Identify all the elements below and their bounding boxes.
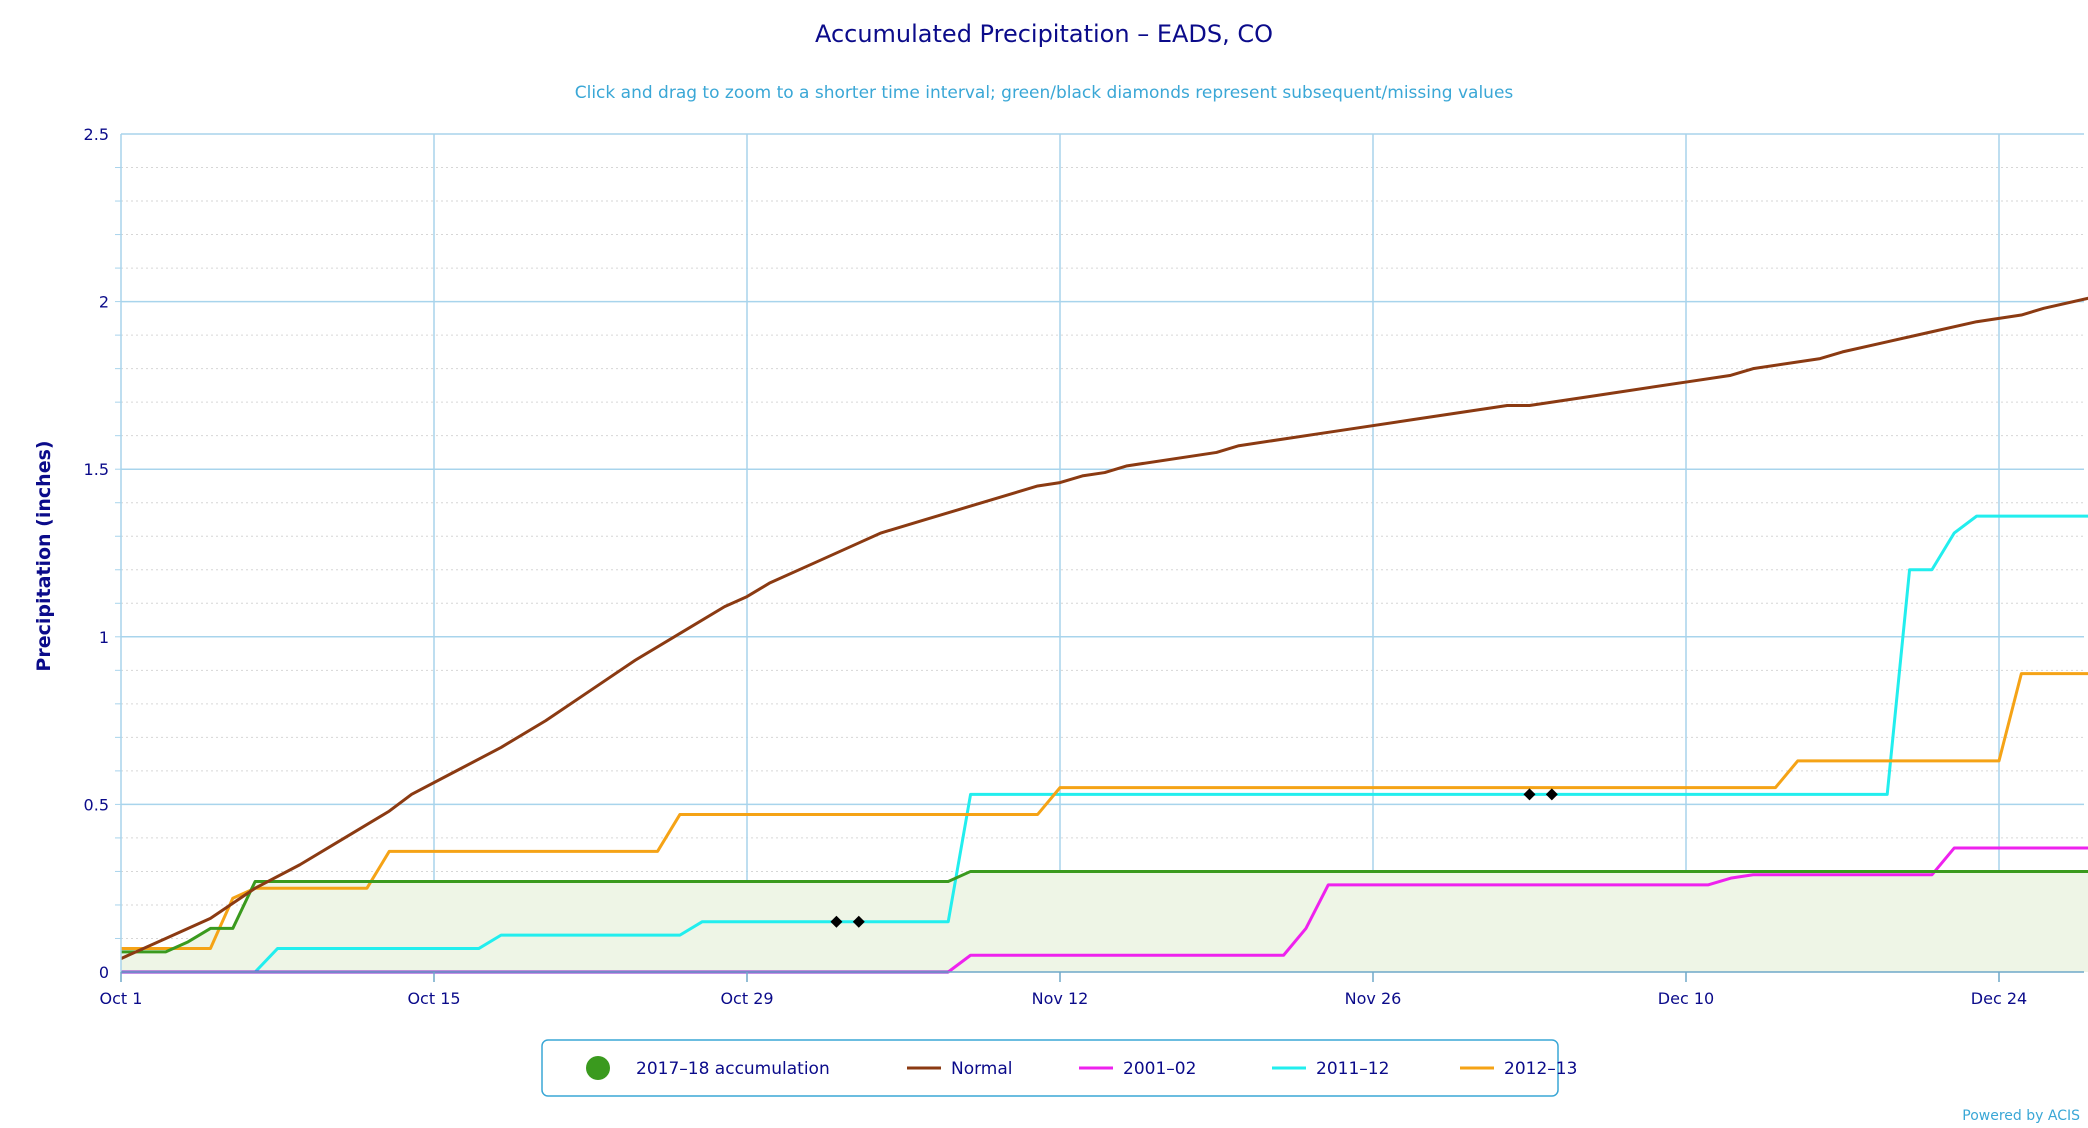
y-tick-label: 2.5 [84,125,109,144]
accumulation-area-fill [121,871,2088,972]
x-tick-label: Dec 24 [1971,989,2027,1008]
legend-label-normal: Normal [951,1059,1013,1079]
chart-title: Accumulated Precipitation – EADS, CO [815,20,1273,48]
legend-label-2001-02: 2001–02 [1123,1059,1196,1079]
diamond-marker [1523,788,1536,801]
y-tick-label: 2 [99,293,109,312]
credits-link[interactable]: Powered by ACIS [1962,1108,2080,1124]
diamond-markers [830,788,1558,928]
legend-label-2012-13: 2012–13 [1504,1059,1577,1079]
axes: 0 0.5 1 1.5 2 2.5 Oct 1 Oct 15 Oct 29 Nov 12 Nov 2… [84,125,2084,1008]
x-tick-label: Nov 12 [1032,989,1089,1008]
y-tick-label: 0.5 [84,795,109,814]
legend-label-2011-12: 2011–12 [1316,1059,1389,1079]
x-tick-label: Oct 1 [100,989,143,1008]
y-tick-label: 1 [99,628,109,647]
series-line-2001-02 [121,846,2088,974]
diamond-marker [852,915,865,928]
chart-subtitle: Click and drag to zoom to a shorter time… [575,83,1514,103]
legend-box [541,1039,1559,1097]
legend-label-2017-18-accumulation: 2017–18 accumulation [636,1059,830,1079]
diamond-marker [830,915,843,928]
x-tick-label: Dec 10 [1658,989,1714,1008]
grid-lines [121,133,2084,972]
y-tick-label: 0 [99,963,109,982]
x-tick-label: Oct 29 [720,989,773,1008]
x-tick-label: Oct 15 [407,989,460,1008]
series-line-2017-18-accumulation [121,869,2088,954]
x-tick-label: Nov 26 [1345,989,1402,1008]
accumulation-area [121,871,2088,972]
legend-symbol-2017-18-accumulation [586,1056,610,1080]
y-tick-label: 1.5 [84,460,109,479]
series-lines [120,296,2088,974]
y-axis-label: Precipitation (inches) [33,440,55,671]
series-line-normal [120,296,2088,960]
diamond-marker [1545,788,1558,801]
legend: 2017–18 accumulation Normal 2001–02 2011–12… [541,1039,1577,1097]
series-line-2011-12 [121,514,2088,974]
